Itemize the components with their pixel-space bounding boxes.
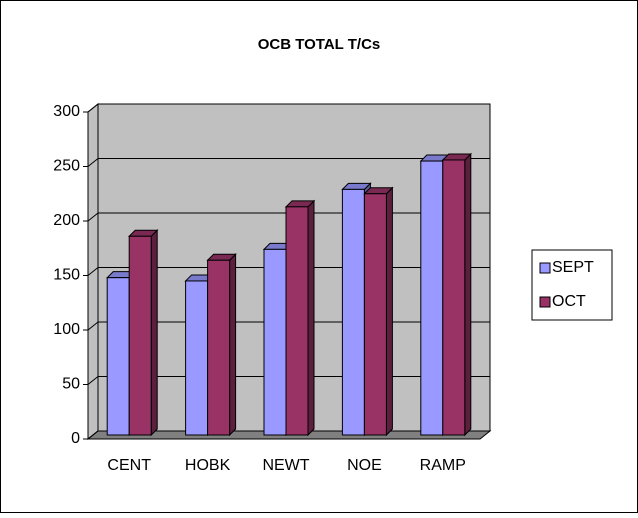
x-tick-label: HOBK <box>185 457 231 474</box>
bar-side <box>150 229 158 437</box>
bar <box>128 235 152 436</box>
bar <box>285 206 309 436</box>
y-tick-label: 250 <box>53 158 80 175</box>
y-tick-label: 50 <box>62 376 80 393</box>
y-tick-label: 300 <box>53 103 80 120</box>
y-tick-label: 100 <box>53 321 80 338</box>
x-tick-label: CENT <box>107 457 151 474</box>
grid-line-side <box>87 158 99 167</box>
bar <box>341 188 365 436</box>
y-tick-label: 0 <box>71 430 80 447</box>
bar-side <box>464 152 472 437</box>
legend-swatch <box>539 296 551 308</box>
y-tick-label: 150 <box>53 267 80 284</box>
bar-side <box>307 199 315 437</box>
bar <box>207 259 231 436</box>
legend-swatch <box>539 262 551 274</box>
x-tick-label: NEWT <box>262 457 309 474</box>
bar <box>106 277 130 436</box>
legend-label: SEPT <box>552 259 594 276</box>
y-tick-label: 200 <box>53 212 80 229</box>
x-tick-label: RAMP <box>420 457 466 474</box>
bar <box>263 248 287 436</box>
legend-label: OCT <box>552 293 586 310</box>
chart-title: OCB TOTAL T/Cs <box>258 36 381 53</box>
bar <box>363 193 387 436</box>
grid-line-side <box>87 103 99 113</box>
grid-line-side <box>87 212 99 222</box>
grid-line-side <box>87 430 99 440</box>
bar <box>185 280 209 436</box>
bar <box>442 159 466 436</box>
grid-line-side <box>87 376 99 385</box>
bar-side <box>229 253 237 437</box>
x-tick-label: NOE <box>347 457 382 474</box>
grid-line-side <box>87 321 99 331</box>
bar <box>420 160 444 436</box>
grid-line-side <box>87 267 99 276</box>
legend <box>531 249 613 321</box>
bar-side <box>385 186 393 437</box>
